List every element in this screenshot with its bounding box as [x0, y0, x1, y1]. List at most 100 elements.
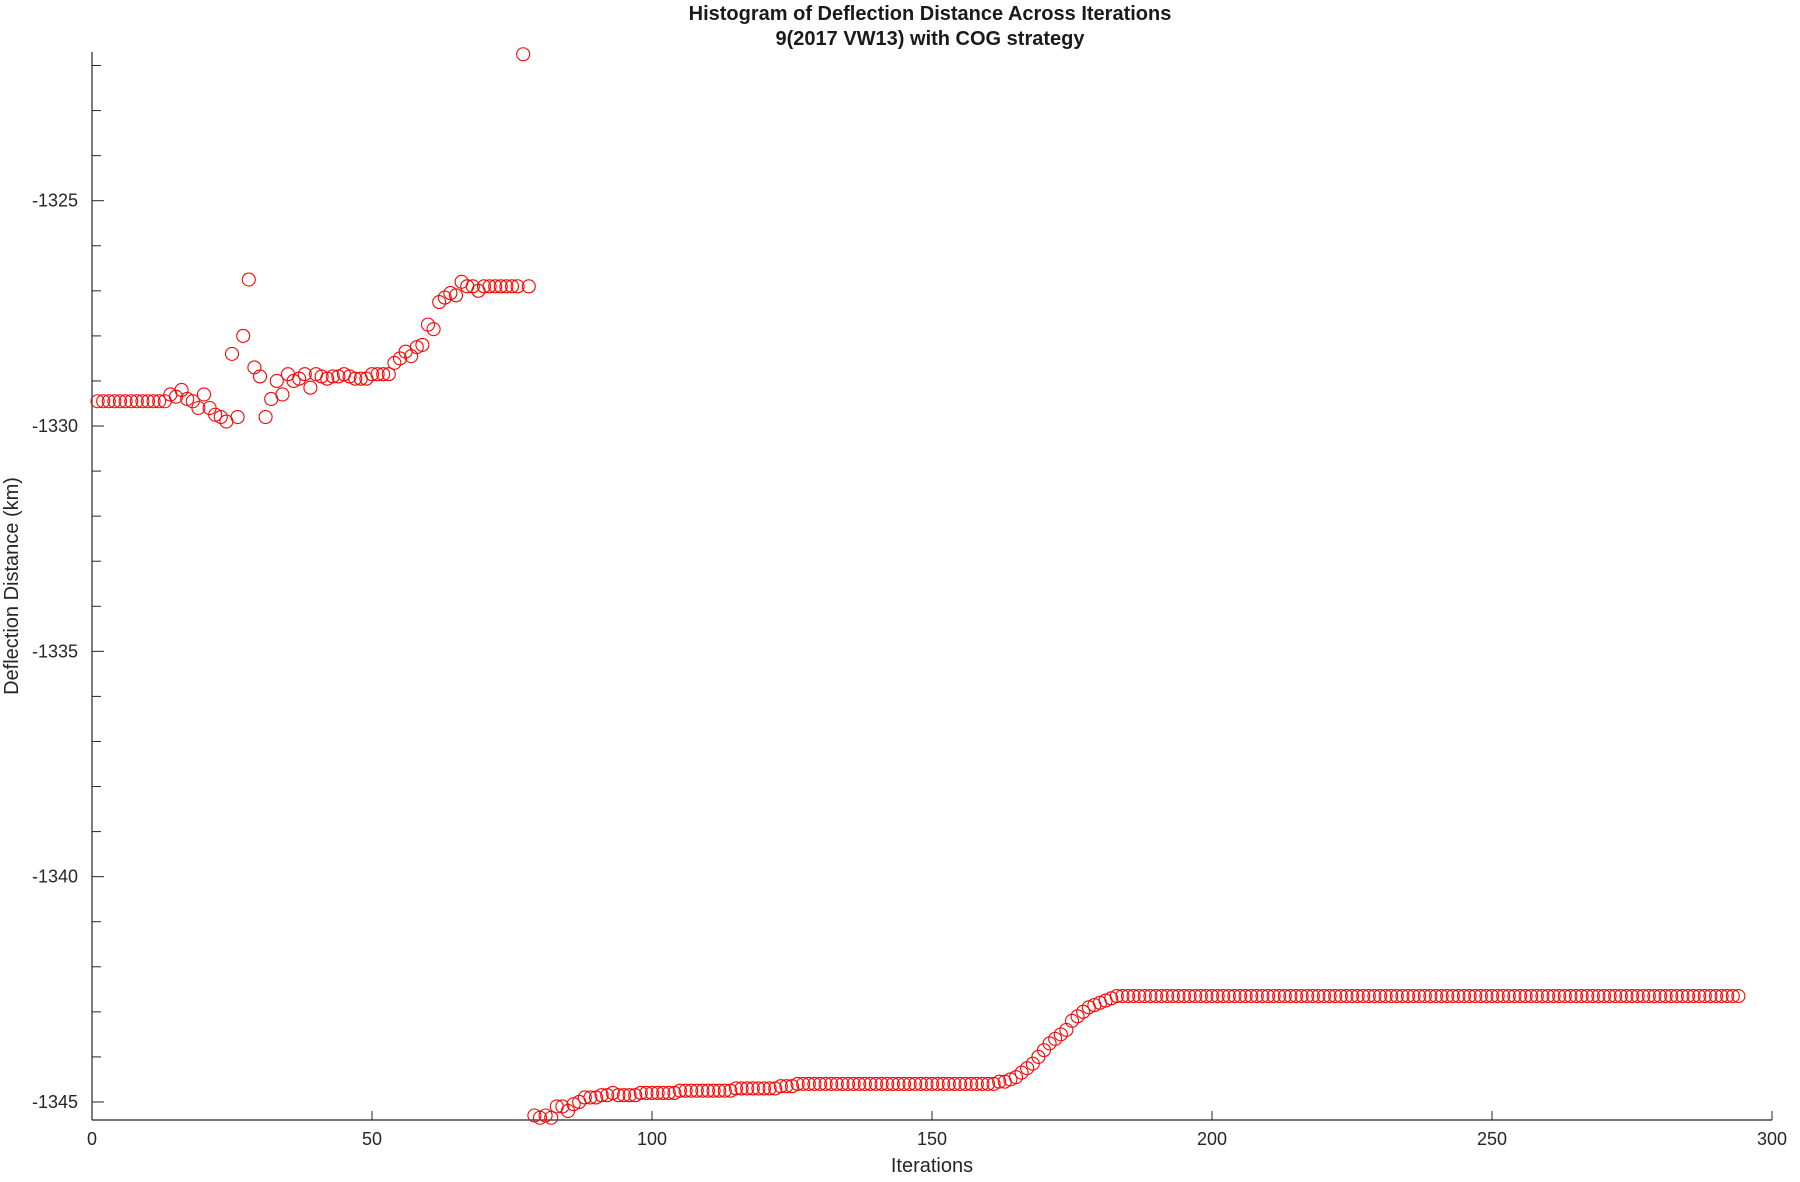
data-point [661, 1085, 676, 1101]
data-point [1507, 989, 1522, 1004]
data-point [1333, 989, 1348, 1004]
data-point [1647, 989, 1662, 1004]
data-point [252, 369, 268, 384]
data-point [1188, 989, 1203, 1004]
data-point [1266, 989, 1281, 1004]
data-point [835, 1076, 850, 1091]
data-point [1484, 989, 1500, 1004]
data-point [420, 317, 436, 332]
data-point [230, 409, 245, 425]
data-point [1630, 989, 1645, 1004]
data-point [1406, 989, 1421, 1004]
data-point [633, 1085, 648, 1101]
data-point [476, 279, 492, 294]
data-point [1512, 989, 1528, 1004]
data-point [919, 1076, 934, 1091]
data-point [1020, 1061, 1035, 1076]
data-point [1664, 989, 1679, 1004]
data-point [801, 1076, 816, 1091]
data-point [1596, 989, 1612, 1004]
data-point [1148, 989, 1164, 1004]
data-point [689, 1083, 704, 1098]
data-point [124, 394, 139, 409]
data-point [376, 367, 391, 382]
data-point [975, 1076, 990, 1091]
data-point [947, 1076, 962, 1091]
data-point [1182, 989, 1197, 1004]
data-point [880, 1076, 895, 1091]
data-point [1193, 989, 1208, 1004]
x-tick-label: 150 [917, 1129, 947, 1149]
data-point [1288, 989, 1304, 1004]
data-point [1451, 989, 1466, 1004]
data-point [930, 1076, 945, 1091]
data-point [1311, 989, 1326, 1004]
data-point [829, 1076, 844, 1091]
data-point [236, 328, 251, 343]
data-point [1277, 989, 1292, 1004]
data-point [812, 1076, 828, 1091]
data-point [1697, 989, 1712, 1004]
data-point [1641, 989, 1656, 1004]
data-point [146, 394, 161, 409]
data-point [1400, 989, 1416, 1004]
data-point [1619, 989, 1634, 1004]
data-point [1305, 989, 1320, 1004]
data-point [896, 1076, 912, 1091]
data-point [1210, 989, 1225, 1004]
data-point [1636, 989, 1651, 1004]
data-point [1714, 989, 1729, 1004]
data-point [101, 394, 116, 409]
data-point [493, 279, 508, 294]
data-point [1546, 989, 1561, 1004]
data-point [913, 1076, 928, 1091]
data-point [1008, 1070, 1024, 1085]
data-point [1669, 989, 1684, 1004]
data-point [902, 1076, 917, 1091]
data-point [622, 1088, 637, 1103]
data-point [891, 1076, 906, 1091]
data-point [1423, 989, 1438, 1004]
data-point [1249, 989, 1264, 1004]
data-point [1692, 989, 1707, 1004]
data-point [824, 1076, 839, 1091]
data-point [1445, 989, 1460, 1004]
data-point [1328, 989, 1343, 1004]
data-point [1132, 989, 1147, 1004]
data-point [969, 1076, 984, 1091]
data-point [1322, 989, 1337, 1004]
data-point [885, 1076, 900, 1091]
data-point [857, 1076, 872, 1091]
data-point [1064, 1013, 1080, 1028]
data-point [644, 1085, 660, 1101]
data-point [1053, 1027, 1068, 1042]
data-point [762, 1081, 777, 1096]
chart-subtitle: 9(2017 VW13) with COG strategy [776, 28, 1086, 50]
data-point [1675, 989, 1690, 1004]
data-point [1602, 989, 1617, 1004]
data-point [1580, 989, 1595, 1004]
data-point [1524, 989, 1539, 1004]
data-point [1014, 1065, 1029, 1080]
data-point [135, 394, 150, 409]
data-point [790, 1076, 805, 1091]
data-point [594, 1088, 609, 1103]
data-point [1529, 989, 1544, 1004]
data-point [650, 1085, 665, 1101]
x-tick-label: 300 [1757, 1129, 1787, 1149]
data-point [1244, 989, 1259, 1004]
data-point [1468, 989, 1483, 1004]
x-tick-label: 50 [362, 1129, 382, 1149]
data-point [448, 288, 464, 303]
x-tick-label: 200 [1197, 1129, 1227, 1149]
data-point [1199, 989, 1214, 1004]
data-point [1613, 989, 1628, 1004]
data-point [639, 1085, 654, 1101]
data-point [140, 394, 156, 409]
data-point [700, 1083, 716, 1098]
data-point [807, 1076, 822, 1091]
data-point [129, 394, 144, 409]
data-point [1115, 989, 1130, 1004]
data-point [1412, 989, 1427, 1004]
data-point [1316, 989, 1332, 1004]
